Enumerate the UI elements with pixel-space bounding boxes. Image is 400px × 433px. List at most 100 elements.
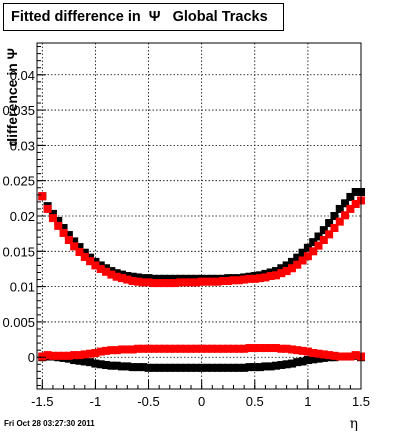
data-point xyxy=(245,363,254,372)
data-point xyxy=(314,241,323,250)
data-point xyxy=(202,344,211,353)
data-point xyxy=(293,253,302,262)
data-point xyxy=(128,345,137,354)
data-point xyxy=(165,274,174,283)
y-tick-label: 0.02 xyxy=(10,209,35,224)
data-point xyxy=(102,360,111,369)
data-point xyxy=(256,344,265,353)
data-point xyxy=(54,221,63,230)
data-point xyxy=(75,356,84,365)
data-point xyxy=(107,346,116,355)
data-point xyxy=(112,272,121,281)
data-point xyxy=(59,351,68,360)
data-point xyxy=(96,347,105,356)
x-tick-label: -0.5 xyxy=(137,394,159,409)
data-point xyxy=(91,261,100,270)
data-point xyxy=(75,243,84,252)
data-point xyxy=(181,278,190,287)
data-point xyxy=(229,344,238,353)
data-point xyxy=(171,363,180,372)
data-point xyxy=(86,358,95,367)
data-point xyxy=(192,278,201,287)
data-point xyxy=(224,344,233,353)
data-point xyxy=(144,344,153,353)
data-point xyxy=(187,344,196,353)
data-point xyxy=(91,348,100,357)
data-point xyxy=(208,344,217,353)
data-point xyxy=(139,274,148,283)
data-point xyxy=(298,346,307,355)
data-point xyxy=(192,363,201,372)
data-point xyxy=(319,236,328,245)
y-tick-label: 0 xyxy=(28,350,35,365)
data-point xyxy=(298,256,307,265)
data-point xyxy=(54,216,63,225)
data-point xyxy=(102,346,111,355)
data-point xyxy=(277,360,286,369)
data-point xyxy=(70,237,79,246)
data-point xyxy=(117,362,126,371)
data-point xyxy=(218,363,227,372)
data-point xyxy=(303,243,312,252)
data-point xyxy=(303,347,312,356)
data-point xyxy=(229,363,238,372)
data-point xyxy=(309,348,318,357)
data-point xyxy=(149,363,158,372)
data-point xyxy=(155,363,164,372)
data-point xyxy=(197,344,206,353)
data-point xyxy=(208,363,217,372)
data-point xyxy=(202,277,211,286)
data-point xyxy=(250,363,259,372)
data-point xyxy=(128,276,137,285)
data-point xyxy=(86,349,95,358)
data-point xyxy=(86,257,95,266)
data-point xyxy=(272,361,281,370)
data-point xyxy=(80,248,89,257)
data-point xyxy=(277,269,286,278)
data-point xyxy=(80,357,89,366)
data-point xyxy=(319,350,328,359)
data-point xyxy=(256,274,265,283)
data-point xyxy=(160,344,169,353)
data-point xyxy=(303,356,312,365)
data-point xyxy=(133,277,142,286)
data-point xyxy=(346,192,355,201)
data-point xyxy=(102,267,111,276)
data-point xyxy=(133,363,142,372)
data-point xyxy=(96,264,105,273)
data-point xyxy=(144,274,153,283)
data-point xyxy=(277,264,286,273)
data-point xyxy=(266,272,275,281)
data-point xyxy=(187,278,196,287)
data-point xyxy=(144,363,153,372)
data-point xyxy=(171,279,180,288)
x-tick-label: 0 xyxy=(198,394,205,409)
data-point xyxy=(277,344,286,353)
y-tick-label: 0.01 xyxy=(10,280,35,295)
data-point xyxy=(139,363,148,372)
data-point xyxy=(117,345,126,354)
data-point xyxy=(107,361,116,370)
data-point xyxy=(240,275,249,284)
data-point xyxy=(48,351,57,360)
data-point xyxy=(70,242,79,251)
data-point xyxy=(293,346,302,355)
data-point xyxy=(213,363,222,372)
data-point xyxy=(261,273,270,282)
y-tick-label: 0.04 xyxy=(10,68,35,83)
x-tick-label: 0.5 xyxy=(246,394,264,409)
x-tick-label: -1 xyxy=(90,394,102,409)
data-point xyxy=(261,362,270,371)
data-point xyxy=(133,344,142,353)
data-point xyxy=(123,275,132,284)
data-point xyxy=(245,344,254,353)
y-tick-label: 0.015 xyxy=(2,244,35,259)
data-point xyxy=(314,354,323,363)
data-point xyxy=(123,345,132,354)
data-point xyxy=(48,209,57,218)
data-point xyxy=(346,352,355,361)
data-point xyxy=(346,204,355,213)
data-point xyxy=(43,351,52,360)
data-point xyxy=(287,359,296,368)
data-point xyxy=(325,351,334,360)
